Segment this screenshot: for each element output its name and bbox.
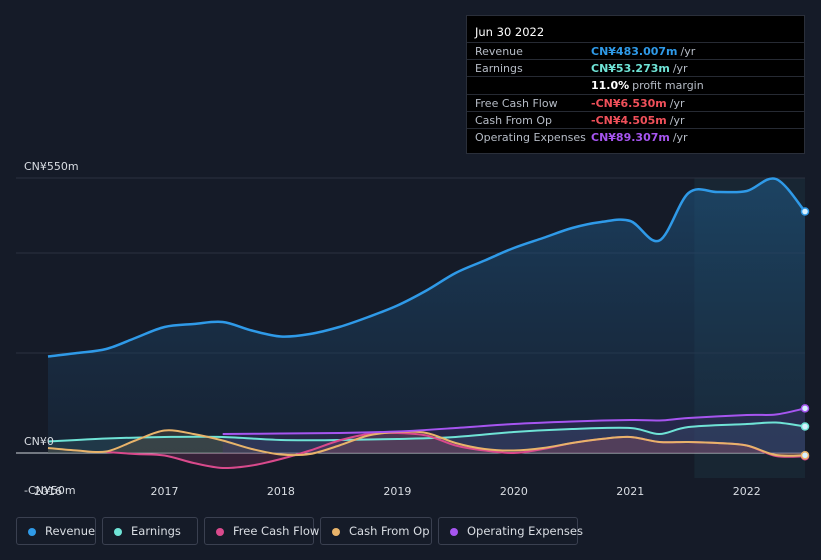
- tooltip-date: Jun 30 2022: [475, 25, 545, 39]
- tooltip-label: Free Cash Flow: [475, 96, 558, 110]
- revenue-endpoint: [800, 207, 810, 216]
- operating-expenses-line: [222, 407, 806, 435]
- y-tick-label: CN¥550m: [24, 160, 79, 173]
- series-lines: [47, 177, 806, 470]
- tooltip: Jun 30 2022 Revenue CN¥483.007m/yr Earning…: [466, 15, 805, 154]
- x-tick-label: 2016: [34, 485, 62, 498]
- tooltip-label: Revenue: [475, 45, 523, 58]
- series-endpoints: [800, 207, 810, 461]
- x-tick-label: 2018: [267, 485, 295, 498]
- legend-dot-icon: [332, 528, 340, 536]
- cash-from-op-area: [48, 430, 805, 456]
- tooltip-value: -CN¥6.530m/yr: [591, 96, 685, 110]
- legend-dot-icon: [450, 528, 458, 536]
- legend-label: Revenue: [45, 524, 96, 538]
- tooltip-row: Cash From Op -CN¥4.505m/yr: [467, 110, 804, 129]
- earnings-line: [47, 421, 806, 443]
- tooltip-value: CN¥89.307m/yr: [591, 131, 688, 144]
- legend-label: Cash From Op: [349, 524, 430, 538]
- x-tick-label: 2021: [616, 485, 644, 498]
- legend-item-revenue[interactable]: Revenue: [16, 517, 96, 545]
- x-tick-label: 2022: [733, 485, 761, 498]
- legend-dot-icon: [114, 528, 122, 536]
- tooltip-row: Revenue CN¥483.007m/yr: [467, 42, 804, 60]
- earnings-endpoint: [800, 422, 810, 431]
- y-tick-label: CN¥0: [24, 435, 54, 448]
- cash-from-op-endpoint: [800, 451, 810, 460]
- legend-item-cash-from-op[interactable]: Cash From Op: [320, 517, 432, 545]
- legend-label: Free Cash Flow: [233, 524, 320, 538]
- x-tick-label: 2019: [383, 485, 411, 498]
- legend-item-operating-expenses[interactable]: Operating Expenses: [438, 517, 583, 545]
- legend-label: Earnings: [131, 524, 181, 538]
- x-tick-label: 2020: [500, 485, 528, 498]
- tooltip-row: Operating Expenses CN¥89.307m/yr: [467, 128, 804, 146]
- tooltip-row: Free Cash Flow -CN¥6.530m/yr: [467, 93, 804, 112]
- legend-dot-icon: [216, 528, 224, 536]
- revenue-line: [47, 177, 806, 358]
- legend-label: Operating Expenses: [467, 524, 583, 538]
- legend-item-earnings[interactable]: Earnings: [102, 517, 198, 545]
- legend-item-free-cash-flow[interactable]: Free Cash Flow: [204, 517, 319, 545]
- tooltip-label: Earnings: [475, 62, 523, 76]
- tooltip-value: 11.0% profit margin: [591, 79, 704, 93]
- legend-dot-icon: [28, 528, 36, 536]
- tooltip-value: -CN¥4.505m/yr: [591, 113, 685, 127]
- free-cash-flow-area: [106, 432, 805, 469]
- series-areas: [48, 178, 805, 469]
- operating-expenses-endpoint: [800, 404, 810, 413]
- tooltip-value: CN¥53.273m/yr: [591, 62, 688, 76]
- revenue-area: [48, 178, 805, 453]
- y-tick-labels: CN¥550m CN¥0 -CN¥50m: [24, 160, 79, 497]
- x-tick-label: 2017: [150, 485, 178, 498]
- tooltip-label: Operating Expenses: [475, 131, 586, 144]
- tooltip-label: Cash From Op: [475, 113, 553, 127]
- cash-from-op-line: [47, 429, 806, 457]
- x-tick-labels: 2016 2017 2018 2019 2020 2021 2022: [34, 485, 761, 498]
- y-tick-label: -CN¥50m: [24, 484, 76, 497]
- tooltip-value: CN¥483.007m/yr: [591, 45, 696, 58]
- tooltip-row: Earnings CN¥53.273m/yr: [467, 59, 804, 77]
- tooltip-row: 11.0% profit margin: [467, 76, 804, 94]
